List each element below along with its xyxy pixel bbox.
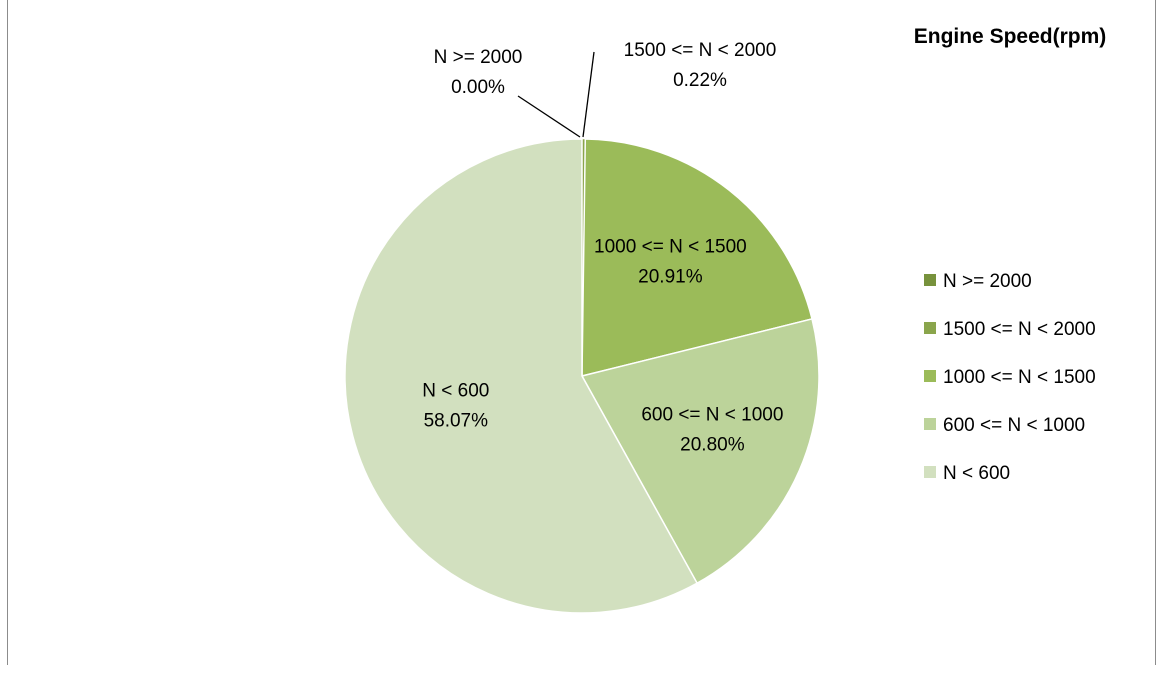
legend-label-n-600: N < 600 [943,463,1010,484]
data-label-category-n-600: N < 600 [422,381,489,402]
legend-label-1000-n-1500: 1000 <= N < 1500 [943,367,1096,388]
data-labels: N >= 2000 0.00% 1500 <= N < 2000 0.22% 1000 … [422,40,783,456]
data-label-category-1000-n-1500: 1000 <= N < 1500 [594,237,747,258]
chart-title: Engine Speed(rpm) [914,25,1107,48]
legend-swatch-600-n-1000 [924,418,936,430]
data-label-percent-1500-n-2000: 0.22% [673,70,727,91]
chart-border-right [1155,0,1156,665]
legend-swatch-n-2000 [924,274,936,286]
legend-label-n-2000: N >= 2000 [943,271,1032,292]
leader-lines [517,51,595,138]
data-label-percent-600-n-1000: 20.80% [680,435,745,456]
legend-label-600-n-1000: 600 <= N < 1000 [943,415,1085,436]
slice-n-600 [344,138,699,614]
legend-swatch-1500-n-2000 [924,322,936,334]
leader-line-1500-n-2000 [582,51,595,138]
data-label-category-n-2000: N >= 2000 [434,47,523,68]
data-label-percent-n-2000: 0.00% [451,77,505,98]
legend-swatch-1000-n-1500 [924,370,936,382]
slice-1000-n-1500 [581,138,813,377]
data-label-category-1500-n-2000: 1500 <= N < 2000 [624,40,777,61]
leader-line-n-2000 [517,95,581,138]
legend-swatch-n-600 [924,466,936,478]
data-label-percent-n-600: 58.07% [424,411,489,432]
pie-slices [344,138,820,614]
data-label-percent-1000-n-1500: 20.91% [638,267,703,288]
legend: N >= 2000 1500 <= N < 2000 1000 <= N < 150… [924,271,1096,484]
legend-label-1500-n-2000: 1500 <= N < 2000 [943,319,1096,340]
chart-border-left [7,0,8,665]
data-label-category-600-n-1000: 600 <= N < 1000 [641,405,783,426]
slice-600-n-1000 [580,318,820,585]
